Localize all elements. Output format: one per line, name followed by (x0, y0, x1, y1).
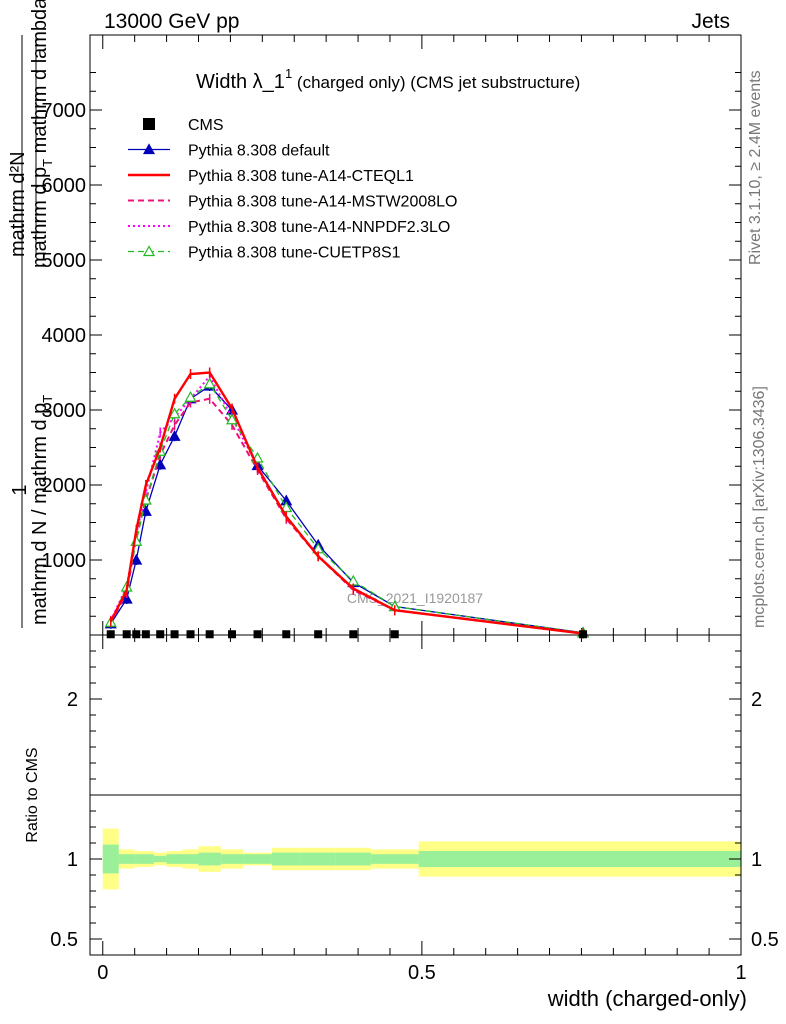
legend-label: Pythia 8.308 tune-CUETP8S1 (188, 245, 401, 262)
cms-data-point (141, 630, 150, 639)
ratio-green-band (370, 854, 419, 864)
svg-text:mathrm d pT mathrm d lambda: mathrm d pT mathrm d lambda (29, 0, 55, 268)
ratio-y-tick-label: 1 (751, 849, 762, 871)
cms-data-point (205, 630, 214, 639)
legend-marker (142, 245, 156, 257)
cms-data-point (349, 630, 358, 639)
series-marker (120, 592, 133, 604)
series-0 (106, 630, 588, 639)
y-tick-label: 5000 (42, 250, 87, 272)
ratio-green-band (166, 854, 183, 864)
y-tick-label: 3000 (42, 400, 87, 422)
cms-data-point (314, 630, 323, 639)
series-marker (154, 458, 167, 470)
y-tick-labels: 1000 2000 3000 4000 5000 6000 7000 (42, 100, 87, 572)
ratio-green-band (182, 854, 199, 864)
series-marker (203, 377, 216, 389)
ratio-y-axis-label: Ratio to CMS (24, 747, 41, 842)
ratio-green-band (134, 854, 138, 864)
cms-data-point (579, 630, 588, 639)
ratio-y-tick-labels: 0.5 0.5 1 1 2 2 (50, 689, 779, 951)
svg-text:1: 1 (9, 484, 31, 495)
legend-label: Pythia 8.308 tune-A14-NNPDF2.3LO (188, 219, 450, 236)
legend-item: Pythia 8.308 tune-A14-NNPDF2.3LO (128, 219, 450, 236)
cms-data-point (132, 630, 141, 639)
cms-data-point (390, 630, 399, 639)
ratio-green-band (418, 851, 741, 867)
legend-item: CMS (143, 117, 224, 134)
legend-marker (143, 118, 155, 130)
cms-data-point (186, 630, 195, 639)
ratio-bands (102, 828, 741, 890)
ratio-green-band (271, 852, 301, 866)
ratio-y-tick-label: 2 (67, 689, 78, 711)
series-marker (184, 391, 197, 402)
legend-marker (142, 143, 156, 155)
legend-label: Pythia 8.308 default (188, 143, 330, 160)
y-axis-label: 1 mathrm d N / mathrm d pT mathrm d²N ma… (7, 0, 55, 628)
legend-item: Pythia 8.308 tune-A14-MSTW2008LO (128, 194, 457, 211)
header-right: Jets (691, 10, 730, 33)
legend-item: Pythia 8.308 default (128, 143, 330, 160)
y-tick-label: 2000 (42, 475, 87, 497)
cms-data-point (106, 630, 115, 639)
cms-data-point (122, 630, 131, 639)
ratio-y-tick-label: 2 (751, 689, 762, 711)
legend-label: Pythia 8.308 tune-A14-MSTW2008LO (188, 194, 457, 211)
x-tick-labels: 0 0.5 1 (97, 962, 746, 984)
cms-data-point (253, 630, 262, 639)
svg-text:mathrm d N / mathrm d pT: mathrm d N / mathrm d pT (29, 395, 55, 625)
ratio-y-tick-label: 0.5 (50, 929, 78, 951)
series-layer (104, 367, 590, 639)
series-marker (168, 407, 181, 419)
ratio-green-band (243, 854, 272, 864)
ratio-green-band (118, 854, 135, 864)
ratio-green-band (153, 855, 167, 863)
x-tick-label: 0 (97, 962, 108, 984)
ratio-green-band (102, 844, 119, 874)
rivet-label: Rivet 3.1.10, ≥ 2.4M events (747, 70, 764, 265)
ratio-green-band (220, 854, 244, 864)
svg-text:mathrm d²N: mathrm d²N (7, 151, 29, 257)
legend: CMS Pythia 8.308 default Pythia 8.308 tune… (128, 117, 457, 262)
ratio-y-tick-label: 0.5 (751, 929, 779, 951)
x-tick-label: 0.5 (408, 962, 436, 984)
y-tick-label: 1000 (42, 550, 87, 572)
cms-data-point (228, 630, 237, 639)
series-marker (130, 553, 143, 565)
series-marker (225, 413, 239, 425)
cms-data-point (170, 630, 179, 639)
ratio-y-tick-label: 1 (67, 849, 78, 871)
x-axis-label: width (charged-only) (547, 986, 747, 1011)
ratio-green-band (137, 854, 154, 864)
header-left: 13000 GeV pp (104, 10, 239, 33)
y-tick-label: 7000 (42, 100, 87, 122)
cms-data-point (282, 630, 291, 639)
ratio-green-band (300, 852, 336, 866)
analysis-watermark: CMS_2021_I1920187 (347, 590, 483, 606)
ratio-green-band (198, 852, 221, 866)
mcplots-label: mcplots.cern.ch [arXiv:1306.3436] (751, 386, 768, 628)
legend-item: Pythia 8.308 tune-CUETP8S1 (128, 245, 401, 262)
y-tick-label: 4000 (42, 325, 87, 347)
legend-label: CMS (188, 117, 224, 134)
x-tick-label: 1 (735, 962, 746, 984)
y-tick-label: 6000 (42, 175, 87, 197)
legend-label: Pythia 8.308 tune-A14-CTEQL1 (188, 168, 414, 185)
ratio-green-band (335, 852, 371, 866)
series-marker (168, 430, 181, 441)
series-2 (109, 367, 584, 639)
chart-title: Width λ_11 (charged only) (CMS jet subst… (196, 66, 580, 93)
ratio-axis-ticks (90, 635, 742, 955)
legend-item: Pythia 8.308 tune-A14-CTEQL1 (128, 168, 414, 185)
cms-data-point (156, 630, 165, 639)
